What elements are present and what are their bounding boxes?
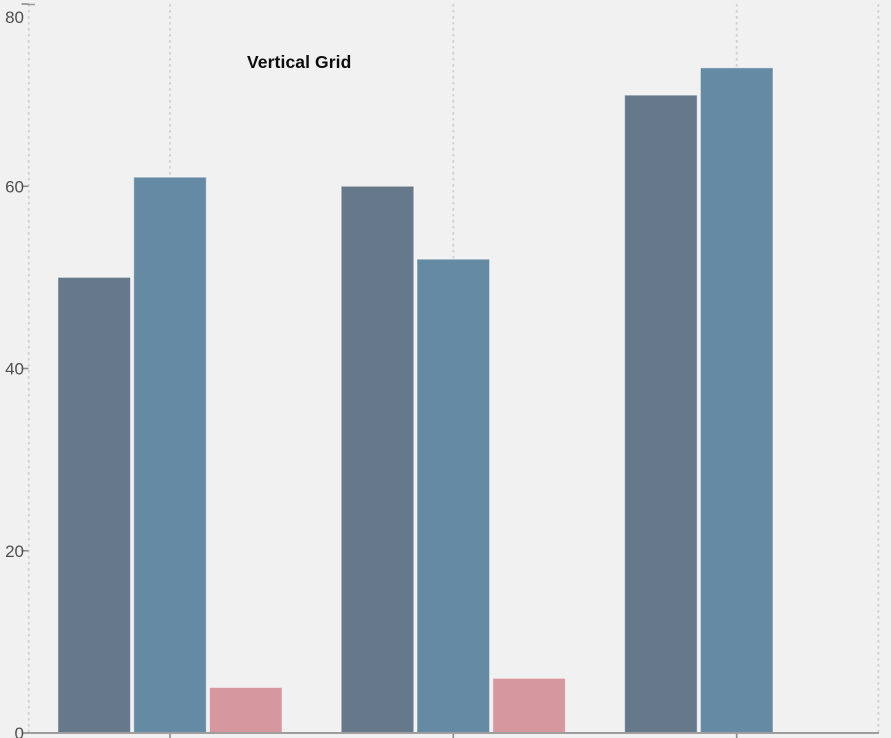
y-tick-label: 0 (15, 724, 24, 738)
y-tick-label: 80 (5, 8, 24, 27)
bar-slate-group3 (624, 94, 698, 734)
y-tick-label: 40 (5, 360, 24, 379)
bar-slate-group2 (340, 185, 415, 734)
y-tick-label: 60 (5, 177, 24, 196)
bar-steel-blue-group3 (699, 67, 774, 734)
bar-steel-blue-group1 (133, 176, 207, 734)
chart-title: Vertical Grid (247, 52, 352, 72)
bar-slate-group1 (57, 276, 131, 734)
y-tick-label: 20 (5, 542, 24, 561)
bar-dusty-pink-group2 (492, 677, 566, 734)
bar-dusty-pink-group1 (209, 686, 283, 734)
bar-steel-blue-group2 (416, 258, 491, 734)
